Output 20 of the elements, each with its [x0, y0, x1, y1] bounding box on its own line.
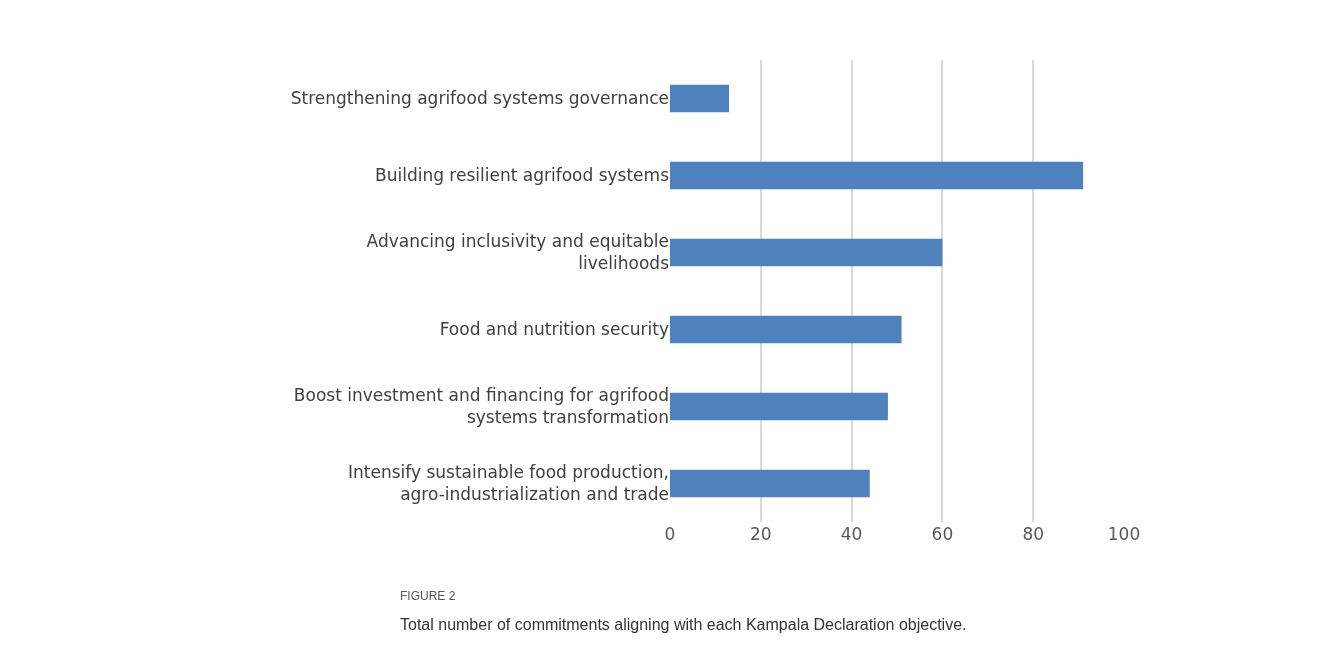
y-tick-label: Boost investment and financing for agrifood systems transformation — [293, 385, 669, 428]
text: Total number of commitments aligning with each Kampala Declaration objective. — [400, 616, 967, 633]
x-tick-label: 100 — [1107, 524, 1141, 544]
caption: FIGURE 2 — [400, 589, 456, 603]
x-tick-label: 40 — [840, 524, 863, 544]
bar — [670, 392, 888, 421]
bar — [670, 315, 902, 344]
bar — [670, 84, 730, 113]
y-tick-label: Advancing inclusivity and equitable livelihoods — [366, 231, 670, 274]
bar — [670, 161, 1084, 190]
x-tick-label: 20 — [749, 524, 772, 544]
bar — [670, 469, 870, 498]
y-tick-label: Food and nutrition security — [439, 319, 669, 340]
x-tick-label: 80 — [1022, 524, 1045, 544]
y-tick-label: Building resilient agrifood systems — [375, 165, 670, 186]
bar — [670, 238, 943, 267]
y-tick-label: Intensify sustainable food production, agro-industrialization and trade — [348, 462, 669, 505]
x-tick-label: 60 — [931, 524, 954, 544]
y-tick-label: Strengthening agrifood systems governance — [290, 88, 669, 109]
x-tick-label: 0 — [664, 524, 676, 544]
